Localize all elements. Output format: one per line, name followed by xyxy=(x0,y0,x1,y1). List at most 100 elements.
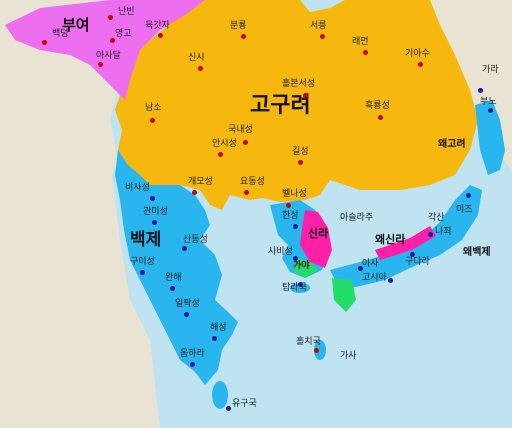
gaya-territory xyxy=(294,258,318,278)
place-dot xyxy=(478,88,483,93)
place-label: 흑룡성 xyxy=(365,101,390,111)
place-label: 난빈 xyxy=(118,7,135,17)
place-dot xyxy=(158,33,163,38)
place-label: 나죄 xyxy=(435,227,452,237)
state-label-goguryeo: 고구려 xyxy=(250,93,311,118)
state-label-wae-baekje: 왜백제 xyxy=(463,247,491,258)
place-dot xyxy=(293,256,298,261)
state-label-silla: 신라 xyxy=(308,227,329,240)
place-dot xyxy=(184,312,189,317)
place-label: 서릉 xyxy=(310,21,327,31)
place-label: 기아수 xyxy=(405,49,430,59)
place-dot xyxy=(150,118,155,123)
place-dot xyxy=(298,160,303,165)
place-label: 길성 xyxy=(292,147,309,157)
state-label-wae-goguryeo: 왜고려 xyxy=(438,139,466,150)
place-dot xyxy=(140,270,145,275)
place-dot xyxy=(358,266,363,271)
place-label: 아사 xyxy=(362,259,379,269)
island-3 xyxy=(314,340,326,360)
place-label: 백덩 xyxy=(52,29,69,39)
state-label-gaya: 가야 xyxy=(293,261,310,271)
place-label: 유구국 xyxy=(232,399,257,409)
place-label: 구이성 xyxy=(130,257,155,267)
place-dot xyxy=(190,362,195,367)
place-label: 고시아 xyxy=(362,273,387,283)
state-label-wae-silla: 왜신라 xyxy=(375,233,406,246)
place-dot xyxy=(182,246,187,251)
place-label: 요동성 xyxy=(240,177,265,187)
place-dot xyxy=(388,278,393,283)
place-dot xyxy=(226,406,231,411)
place-dot xyxy=(320,34,325,39)
place-label: 개모성 xyxy=(188,177,213,187)
place-dot xyxy=(378,115,383,120)
place-label: 홀치국 xyxy=(296,337,321,347)
place-dot xyxy=(243,140,248,145)
place-dot xyxy=(170,286,175,291)
place-label: 탐라국 xyxy=(282,283,307,293)
place-label: 국내성 xyxy=(228,125,253,135)
place-label: 벨나성 xyxy=(282,189,307,199)
place-dot xyxy=(466,193,471,198)
island-2 xyxy=(212,381,228,409)
place-label: 신시 xyxy=(188,53,205,63)
place-label: 아슬라주 xyxy=(340,213,374,223)
baekje-territory xyxy=(115,150,238,385)
place-label: 미즈 xyxy=(456,205,473,215)
place-label: 아사달 xyxy=(96,51,121,61)
state-label-baekje: 백제 xyxy=(130,230,162,250)
place-dot xyxy=(293,224,298,229)
silla-territory xyxy=(300,210,332,268)
place-label: 사비성 xyxy=(268,247,293,257)
place-dot xyxy=(418,62,423,67)
place-dot xyxy=(108,15,113,20)
place-label: 래먼 xyxy=(352,37,369,47)
place-label: 부노 xyxy=(480,97,497,107)
place-label: 해성 xyxy=(210,323,227,333)
place-label: 비사성 xyxy=(125,183,150,193)
place-dot xyxy=(42,40,47,45)
place-dot xyxy=(488,108,493,113)
place-dot xyxy=(410,252,415,257)
place-dot xyxy=(241,34,246,39)
place-label: 일팍성 xyxy=(175,299,200,309)
place-label: 육갓자 xyxy=(145,21,170,31)
place-dot xyxy=(152,220,157,225)
place-label: 홀본서성 xyxy=(282,79,316,89)
place-dot xyxy=(198,66,203,71)
place-label: 한성 xyxy=(282,211,299,221)
place-dot xyxy=(363,50,368,55)
place-label: 가라 xyxy=(482,65,499,75)
place-dot xyxy=(314,348,319,353)
place-label: 분룡 xyxy=(230,21,247,31)
place-label: 완해 xyxy=(165,273,182,283)
place-label: 영고 xyxy=(115,29,132,39)
japan-north xyxy=(475,100,505,175)
kyushu xyxy=(332,278,356,312)
goguryeo-territory xyxy=(115,0,478,210)
place-dot xyxy=(110,38,115,43)
place-dot xyxy=(428,232,433,237)
place-label: 산동성 xyxy=(183,235,208,245)
place-label: 안시성 xyxy=(212,139,237,149)
place-dot xyxy=(298,282,303,287)
place-dot xyxy=(303,93,308,98)
place-label: 관미성 xyxy=(143,207,168,217)
place-dot xyxy=(244,190,249,195)
place-dot xyxy=(150,196,155,201)
place-dot xyxy=(286,203,291,208)
buyeo-territory xyxy=(5,0,205,100)
place-dot xyxy=(218,152,223,157)
place-label: 각산 xyxy=(428,213,445,223)
place-label: 구다라 xyxy=(405,257,430,267)
wae-silla-band xyxy=(375,226,436,260)
state-label-buyeo: 부여 xyxy=(62,16,90,34)
japan-main xyxy=(330,185,482,290)
place-label: 가사 xyxy=(340,351,357,361)
place-dot xyxy=(192,190,197,195)
place-dot xyxy=(212,336,217,341)
place-label: 남소 xyxy=(145,103,162,113)
mainland-land-south xyxy=(0,175,160,428)
